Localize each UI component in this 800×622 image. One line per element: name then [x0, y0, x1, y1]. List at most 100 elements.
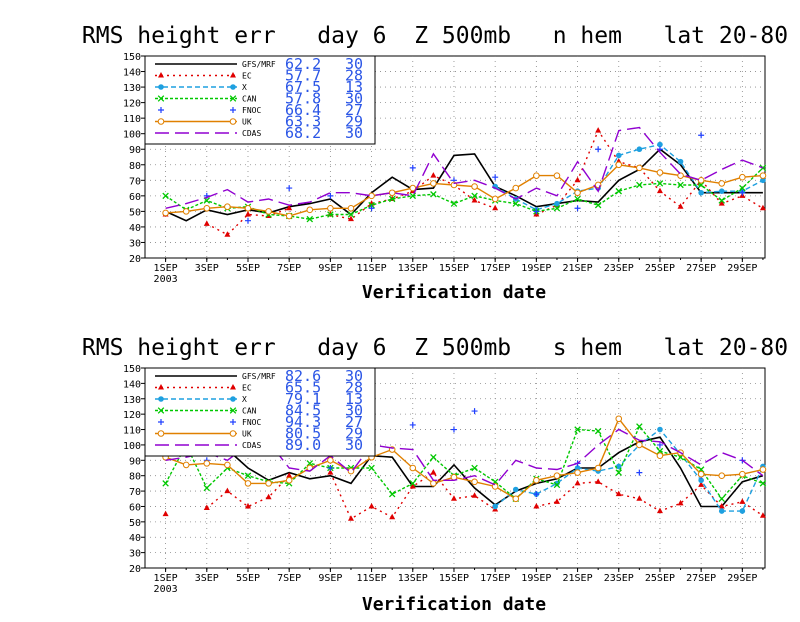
legend-mean-value: 84.5 [285, 402, 321, 420]
data-point-triangle [162, 510, 169, 517]
data-point-triangle [286, 204, 293, 211]
x-tick-label: 29SEP [727, 263, 757, 274]
data-point-triangle [677, 203, 684, 209]
legend-series-name: UK [242, 118, 252, 127]
y-tick-label: 100 [123, 130, 141, 141]
data-point-x [553, 481, 561, 489]
data-point-ring [677, 172, 684, 179]
y-tick-label: 20 [129, 254, 141, 265]
data-point-circle [158, 84, 164, 90]
data-point-plus [574, 205, 581, 212]
legend-box [144, 55, 376, 145]
data-point-triangle [158, 72, 164, 78]
x-tick-label: 17SEP [480, 263, 510, 274]
series-line [165, 433, 764, 508]
series-x [492, 426, 766, 514]
data-point-x [615, 187, 623, 195]
series-line [165, 417, 764, 500]
x-tick-label: 25SEP [645, 263, 675, 274]
data-point-x [656, 180, 664, 187]
data-point-triangle [389, 513, 396, 520]
x-tick-label: 3SEP [195, 573, 219, 584]
data-point-ring [388, 189, 396, 197]
series-ec [162, 469, 766, 521]
data-point-ring [347, 204, 355, 212]
x-axis-label: Verification date [362, 282, 546, 303]
series-line [494, 143, 764, 211]
y-tick-label: 60 [129, 502, 141, 513]
data-point-x [409, 480, 417, 487]
data-point-triangle [677, 499, 684, 506]
north-hemisphere-chart: RMS height err day 6 Z 500mb n hem lat 2… [82, 23, 788, 303]
data-point-plus [158, 419, 164, 425]
data-point-x [574, 426, 581, 433]
series-line [165, 167, 764, 220]
data-point-ring [491, 195, 499, 203]
chart-title: RMS height err day 6 Z 500mb n hem lat 2… [82, 23, 788, 49]
data-point-ring [656, 169, 664, 176]
data-point-x [388, 195, 396, 203]
data-point-triangle [203, 504, 210, 510]
data-point-ring [162, 209, 169, 217]
y-tick-label: 120 [123, 99, 141, 110]
data-point-circle [739, 508, 746, 514]
data-point-ring [594, 464, 602, 472]
data-point-ring [512, 495, 520, 503]
y-tick-label: 40 [129, 223, 141, 234]
legend-series-name: GFS/MRF [242, 372, 276, 381]
data-point-x [347, 211, 355, 218]
y-tick-label: 30 [129, 238, 141, 249]
data-point-x [636, 423, 643, 430]
legend-count-value: 13 [345, 78, 363, 96]
data-point-triangle [471, 197, 478, 203]
x-tick-label: 27SEP [686, 573, 716, 584]
legend-mean-value: 68.2 [285, 124, 321, 142]
data-point-plus [158, 107, 164, 113]
south-hemisphere-chart: RMS height err day 6 Z 500mb s hem lat 2… [82, 335, 788, 615]
data-point-triangle [595, 127, 602, 133]
data-point-triangle [615, 490, 622, 497]
data-point-x [636, 181, 643, 189]
data-point-x [229, 407, 237, 414]
legend-series-name: X [242, 83, 247, 92]
data-point-triangle [430, 469, 437, 475]
data-point-circle [158, 396, 164, 402]
data-point-ring [327, 204, 334, 212]
series-gfs-mrf [165, 148, 763, 222]
data-point-plus [595, 146, 602, 153]
legend-mean-value: 57.8 [285, 90, 321, 108]
data-point-plus [244, 217, 251, 224]
data-point-ring [697, 177, 705, 184]
x-tick-label: 21SEP [563, 573, 593, 584]
x-tick-label: 25SEP [645, 573, 675, 584]
series-line [494, 428, 764, 512]
data-point-ring [203, 460, 211, 467]
series-cdas [165, 126, 764, 209]
data-point-ring [430, 180, 437, 187]
x-tick-label: 1SEP [154, 263, 178, 274]
data-point-triangle [533, 502, 540, 509]
data-point-triangle [224, 231, 231, 237]
data-point-triangle [574, 176, 581, 183]
x-tick-label: 17SEP [480, 573, 510, 584]
legend-series-name: UK [242, 430, 252, 439]
data-point-ring [285, 477, 293, 484]
data-point-triangle [230, 384, 236, 390]
data-point-triangle [286, 472, 293, 478]
data-point-x [162, 192, 169, 200]
chart-title: RMS height err day 6 Z 500mb s hem lat 2… [82, 335, 788, 361]
data-point-ring [759, 172, 767, 179]
data-point-ring [244, 204, 252, 212]
legend: GFS/MRF 62.2 30 EC 57.7 28 X 67.5 13 CAN 57.8 30 FNO… [144, 55, 376, 145]
data-point-circle [657, 426, 663, 433]
legend-count-value: 30 [345, 402, 363, 420]
data-point-x [718, 197, 726, 204]
data-point-circle [698, 477, 704, 484]
data-point-circle [574, 465, 581, 471]
y-tick-label: 50 [129, 518, 141, 529]
data-point-x [430, 191, 437, 198]
legend-count-value: 30 [345, 55, 363, 73]
data-point-circle [718, 508, 725, 514]
y-tick-label: 40 [129, 533, 141, 544]
legend-count-value: 27 [345, 413, 363, 431]
